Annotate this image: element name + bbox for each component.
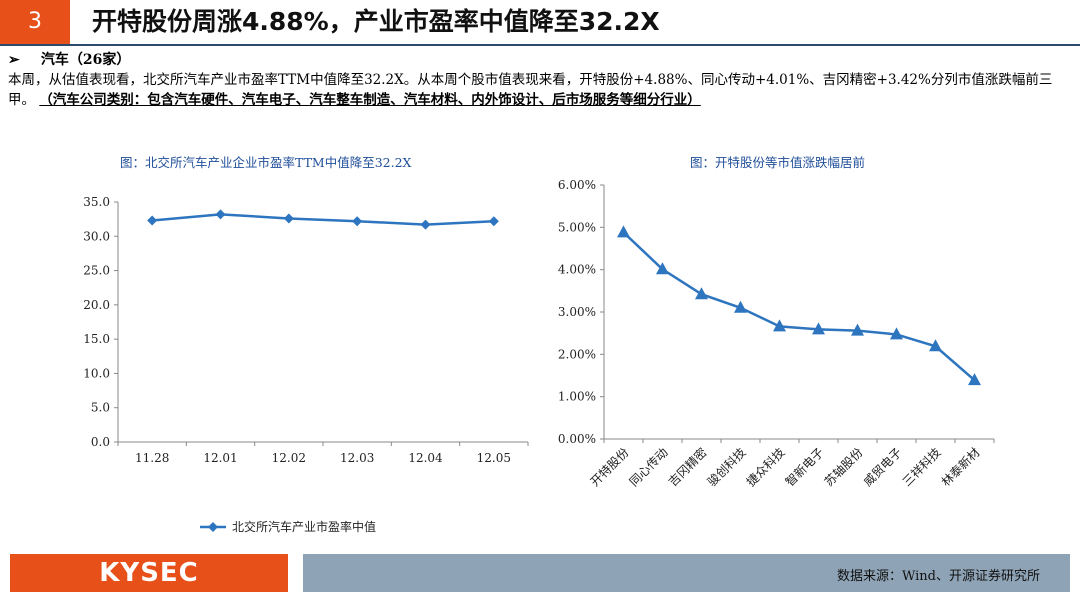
x-tick-label: 骏创科技 [705,445,749,489]
x-tick-label: 三祥科技 [900,445,944,489]
x-tick-label: 捷众科技 [744,445,788,489]
body-paragraph: 本周，从估值表现看，北交所汽车产业市盈率TTM中值降至32.2X。从本周个股市值… [8,70,1058,110]
y-tick-label: 5.00% [558,220,596,234]
data-point [488,216,499,227]
y-tick-label: 25.0 [83,264,110,278]
data-point [734,300,747,313]
data-point [929,339,942,352]
data-point [617,225,630,238]
data-point [656,262,669,275]
x-tick-label: 同心传动 [626,445,671,490]
footer-bar: 数据来源：Wind、开源证券研究所 [303,554,1070,592]
page-title: 开特股份周涨4.88%，产业市盈率中值降至32.2X [92,7,660,36]
x-tick-label: 12.05 [477,451,511,465]
data-point [812,322,825,335]
y-tick-label: 6.00% [558,178,596,192]
y-tick-label: 15.0 [83,332,110,346]
section-number: 3 [0,0,70,44]
data-source: 数据来源：Wind、开源证券研究所 [837,569,1040,584]
x-tick-label: 开特股份 [587,445,632,490]
x-tick-label: 12.03 [340,451,374,465]
y-tick-label: 2.00% [558,347,596,361]
y-tick-label: 4.00% [558,263,596,277]
x-tick-label: 苏轴股份 [821,445,866,490]
footer-logo-block: KYSEC [10,554,288,592]
data-point [695,287,708,300]
y-tick-label: 0.0 [91,435,110,449]
legend-label: 北交所汽车产业市盈率中值 [232,519,376,534]
y-tick-label: 30.0 [83,229,110,243]
x-tick-label: 威贸电子 [861,445,905,489]
x-tick-label: 11.28 [135,451,169,465]
chart-right: 0.00% 1.00% 2.00% 3.00% 4.00% 5.00% 6.00% 开特股份同… [558,178,995,490]
x-tick-label: 吉冈精密 [665,445,710,490]
title-bar: 3 开特股份周涨4.88%，产业市盈率中值降至32.2X [0,0,1080,44]
data-point [215,209,226,220]
data-point [890,327,903,340]
y-tick-label: 0.00% [558,432,596,446]
data-point [283,213,294,224]
data-point [420,219,431,230]
chart-left: 0.0 5.0 10.0 15.0 20.0 25.0 30.0 35.0 11.28 12.01… [83,195,529,534]
chart-right-title: 图：开特股份等市值涨跌幅居前 [690,155,866,170]
legend-marker [208,522,218,532]
arrow-bullet-icon: ➢ [8,52,20,68]
x-tick-label: 12.04 [408,451,443,465]
body-text: 本周，从估值表现看，北交所汽车产业市盈率TTM中值降至32.2X。从本周个股市值… [8,72,1053,108]
chart-left-title: 图：北交所汽车产业企业市盈率TTM中值降至32.2X [120,155,412,170]
y-tick-label: 1.00% [558,390,596,404]
y-tick-label: 5.0 [91,401,110,415]
data-point [773,319,786,332]
x-tick-label: 智新电子 [782,445,827,490]
data-point [851,323,864,336]
data-point [352,216,363,227]
data-point [968,373,981,386]
x-tick-label: 林泰新材 [938,445,983,490]
section-label: 汽车（26家） [40,52,131,68]
section-heading: ➢ 汽车（26家） [8,49,130,69]
y-tick-label: 35.0 [83,195,110,209]
data-point [147,215,158,226]
title-divider [0,44,1080,46]
series-line [152,213,494,226]
x-tick-label: 12.02 [272,451,306,465]
y-tick-label: 3.00% [558,305,596,319]
x-tick-label: 12.01 [203,451,237,465]
category-note: （汽车公司类别：包含汽车硬件、汽车电子、汽车整车制造、汽车材料、内外饰设计、后市… [39,92,701,108]
kysec-logo: KYSEC [99,558,199,588]
series-line [622,231,976,382]
y-tick-label: 10.0 [83,366,110,380]
y-tick-label: 20.0 [83,298,110,312]
